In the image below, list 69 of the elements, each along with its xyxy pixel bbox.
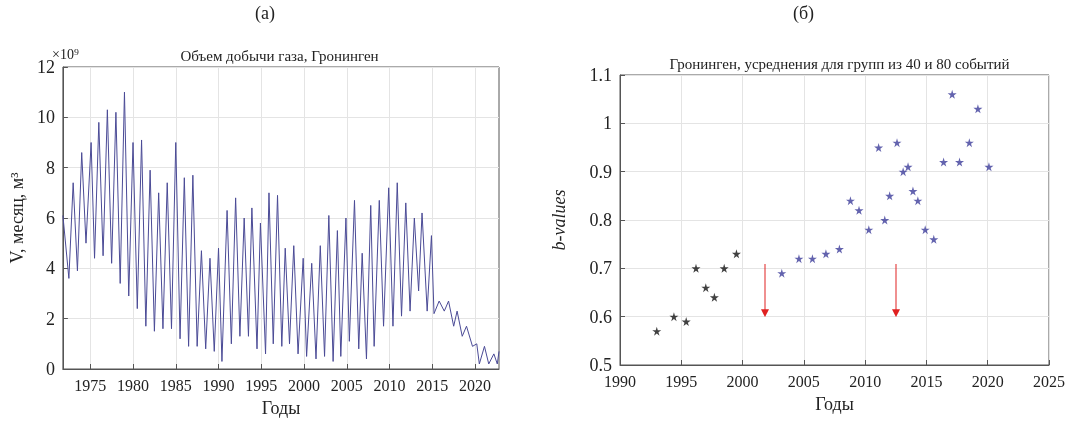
x-tick-label: 1985 <box>159 376 192 394</box>
chart-subtitle: Гронинген, усреднения для групп из 40 и 80 событий <box>669 55 1010 72</box>
x-tick-label: 1990 <box>202 376 235 394</box>
y-tick-label: 1.1 <box>589 65 612 85</box>
x-tick-label: 2015 <box>910 372 943 390</box>
x-axis-title: Годы <box>815 394 854 414</box>
y-tick-label: 0.9 <box>589 161 612 182</box>
x-tick-label: 2005 <box>787 372 820 390</box>
y-axis-title: V, месяц, м³ <box>7 171 27 264</box>
x-tick-label: 2025 <box>1033 372 1065 390</box>
point <box>821 249 831 259</box>
point <box>719 263 729 273</box>
point <box>984 162 994 172</box>
x-tick-label: 1990 <box>604 372 636 390</box>
x-tick-label: 2000 <box>726 372 759 390</box>
point <box>947 89 957 99</box>
x-tick-label: 2000 <box>288 376 321 394</box>
point <box>854 205 864 215</box>
y-tick-label: 0.6 <box>589 306 612 327</box>
point <box>973 104 983 114</box>
y-tick-label: 0.8 <box>589 210 612 230</box>
point <box>913 196 923 206</box>
point <box>939 157 949 167</box>
y-tick-label: 6 <box>45 208 55 228</box>
text: ×10⁹ <box>52 46 79 62</box>
x-tick-label: 2005 <box>330 376 363 394</box>
point <box>929 234 939 244</box>
y-tick-label: 12 <box>36 57 55 77</box>
x-tick-label: 1980 <box>117 376 150 394</box>
chart-title: (б) <box>792 3 815 24</box>
point <box>691 263 701 273</box>
point <box>777 268 787 278</box>
point <box>874 143 884 152</box>
point <box>880 215 890 225</box>
chart-subtitle: Объем добычи газа, Гронинген <box>180 47 379 64</box>
y-axis-title: b-values <box>549 189 569 251</box>
point <box>845 196 855 206</box>
point <box>864 225 874 235</box>
point <box>964 138 974 148</box>
x-tick-label: 2020 <box>971 372 1004 390</box>
y-tick-label: 8 <box>45 157 55 178</box>
y-tick-label: 0.5 <box>589 355 612 375</box>
point <box>731 249 741 259</box>
y-tick-label: 10 <box>36 107 55 128</box>
x-tick-label: 1975 <box>74 376 107 394</box>
y-tick-label: 0 <box>45 359 55 379</box>
line-series <box>62 91 500 365</box>
point <box>903 162 913 172</box>
x-tick-label: 2010 <box>849 372 882 390</box>
y-tick-label: 4 <box>45 258 55 279</box>
x-tick-label: 1995 <box>245 376 278 394</box>
point <box>920 225 930 235</box>
point <box>709 292 719 302</box>
point <box>885 191 895 201</box>
x-tick-label: 2015 <box>416 376 449 394</box>
point <box>834 244 844 254</box>
y-tick-label: 0.7 <box>589 258 612 279</box>
y-tick-label: 2 <box>45 308 55 329</box>
y-tick-label: 1 <box>603 113 612 134</box>
x-tick-label: 2020 <box>459 376 492 394</box>
point <box>955 157 965 167</box>
point <box>652 326 662 336</box>
chart-title: (а) <box>255 3 275 24</box>
x-axis-title: Годы <box>261 398 301 418</box>
point <box>807 254 817 264</box>
x-tick-label: 1995 <box>665 372 698 390</box>
x-tick-label: 2010 <box>373 376 406 394</box>
point <box>681 317 691 326</box>
point <box>908 186 918 196</box>
